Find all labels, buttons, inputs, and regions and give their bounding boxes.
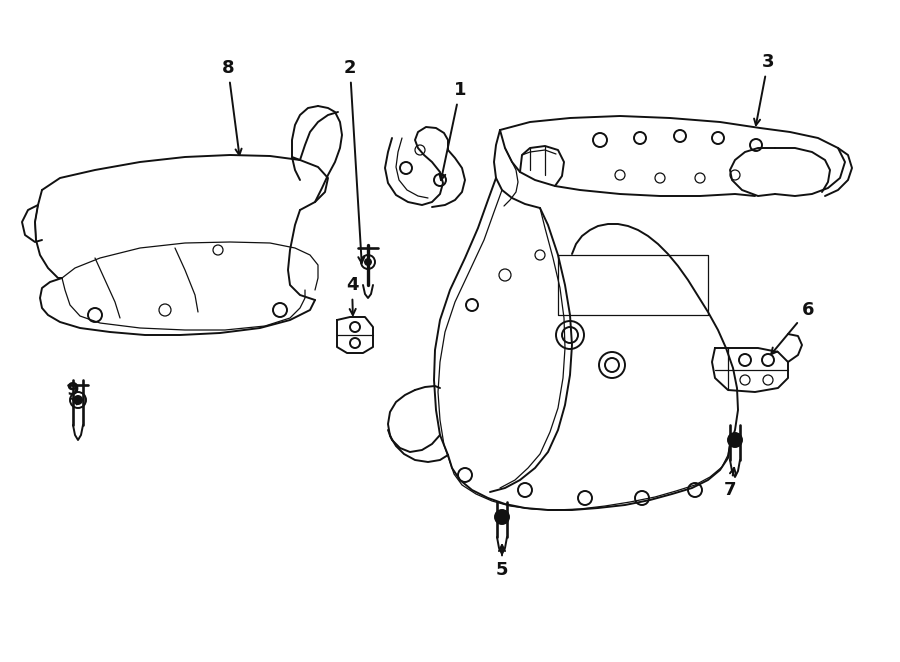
Text: 2: 2 <box>344 59 364 263</box>
Circle shape <box>495 510 509 524</box>
Text: 9: 9 <box>66 381 78 404</box>
Text: 7: 7 <box>724 468 736 499</box>
Text: 5: 5 <box>496 545 508 579</box>
Text: 6: 6 <box>771 301 814 354</box>
Text: 1: 1 <box>439 81 466 180</box>
Text: 8: 8 <box>221 59 241 155</box>
Text: 4: 4 <box>346 276 358 315</box>
Circle shape <box>728 433 742 447</box>
Text: 3: 3 <box>754 53 774 125</box>
Circle shape <box>74 396 82 404</box>
Circle shape <box>365 259 371 265</box>
